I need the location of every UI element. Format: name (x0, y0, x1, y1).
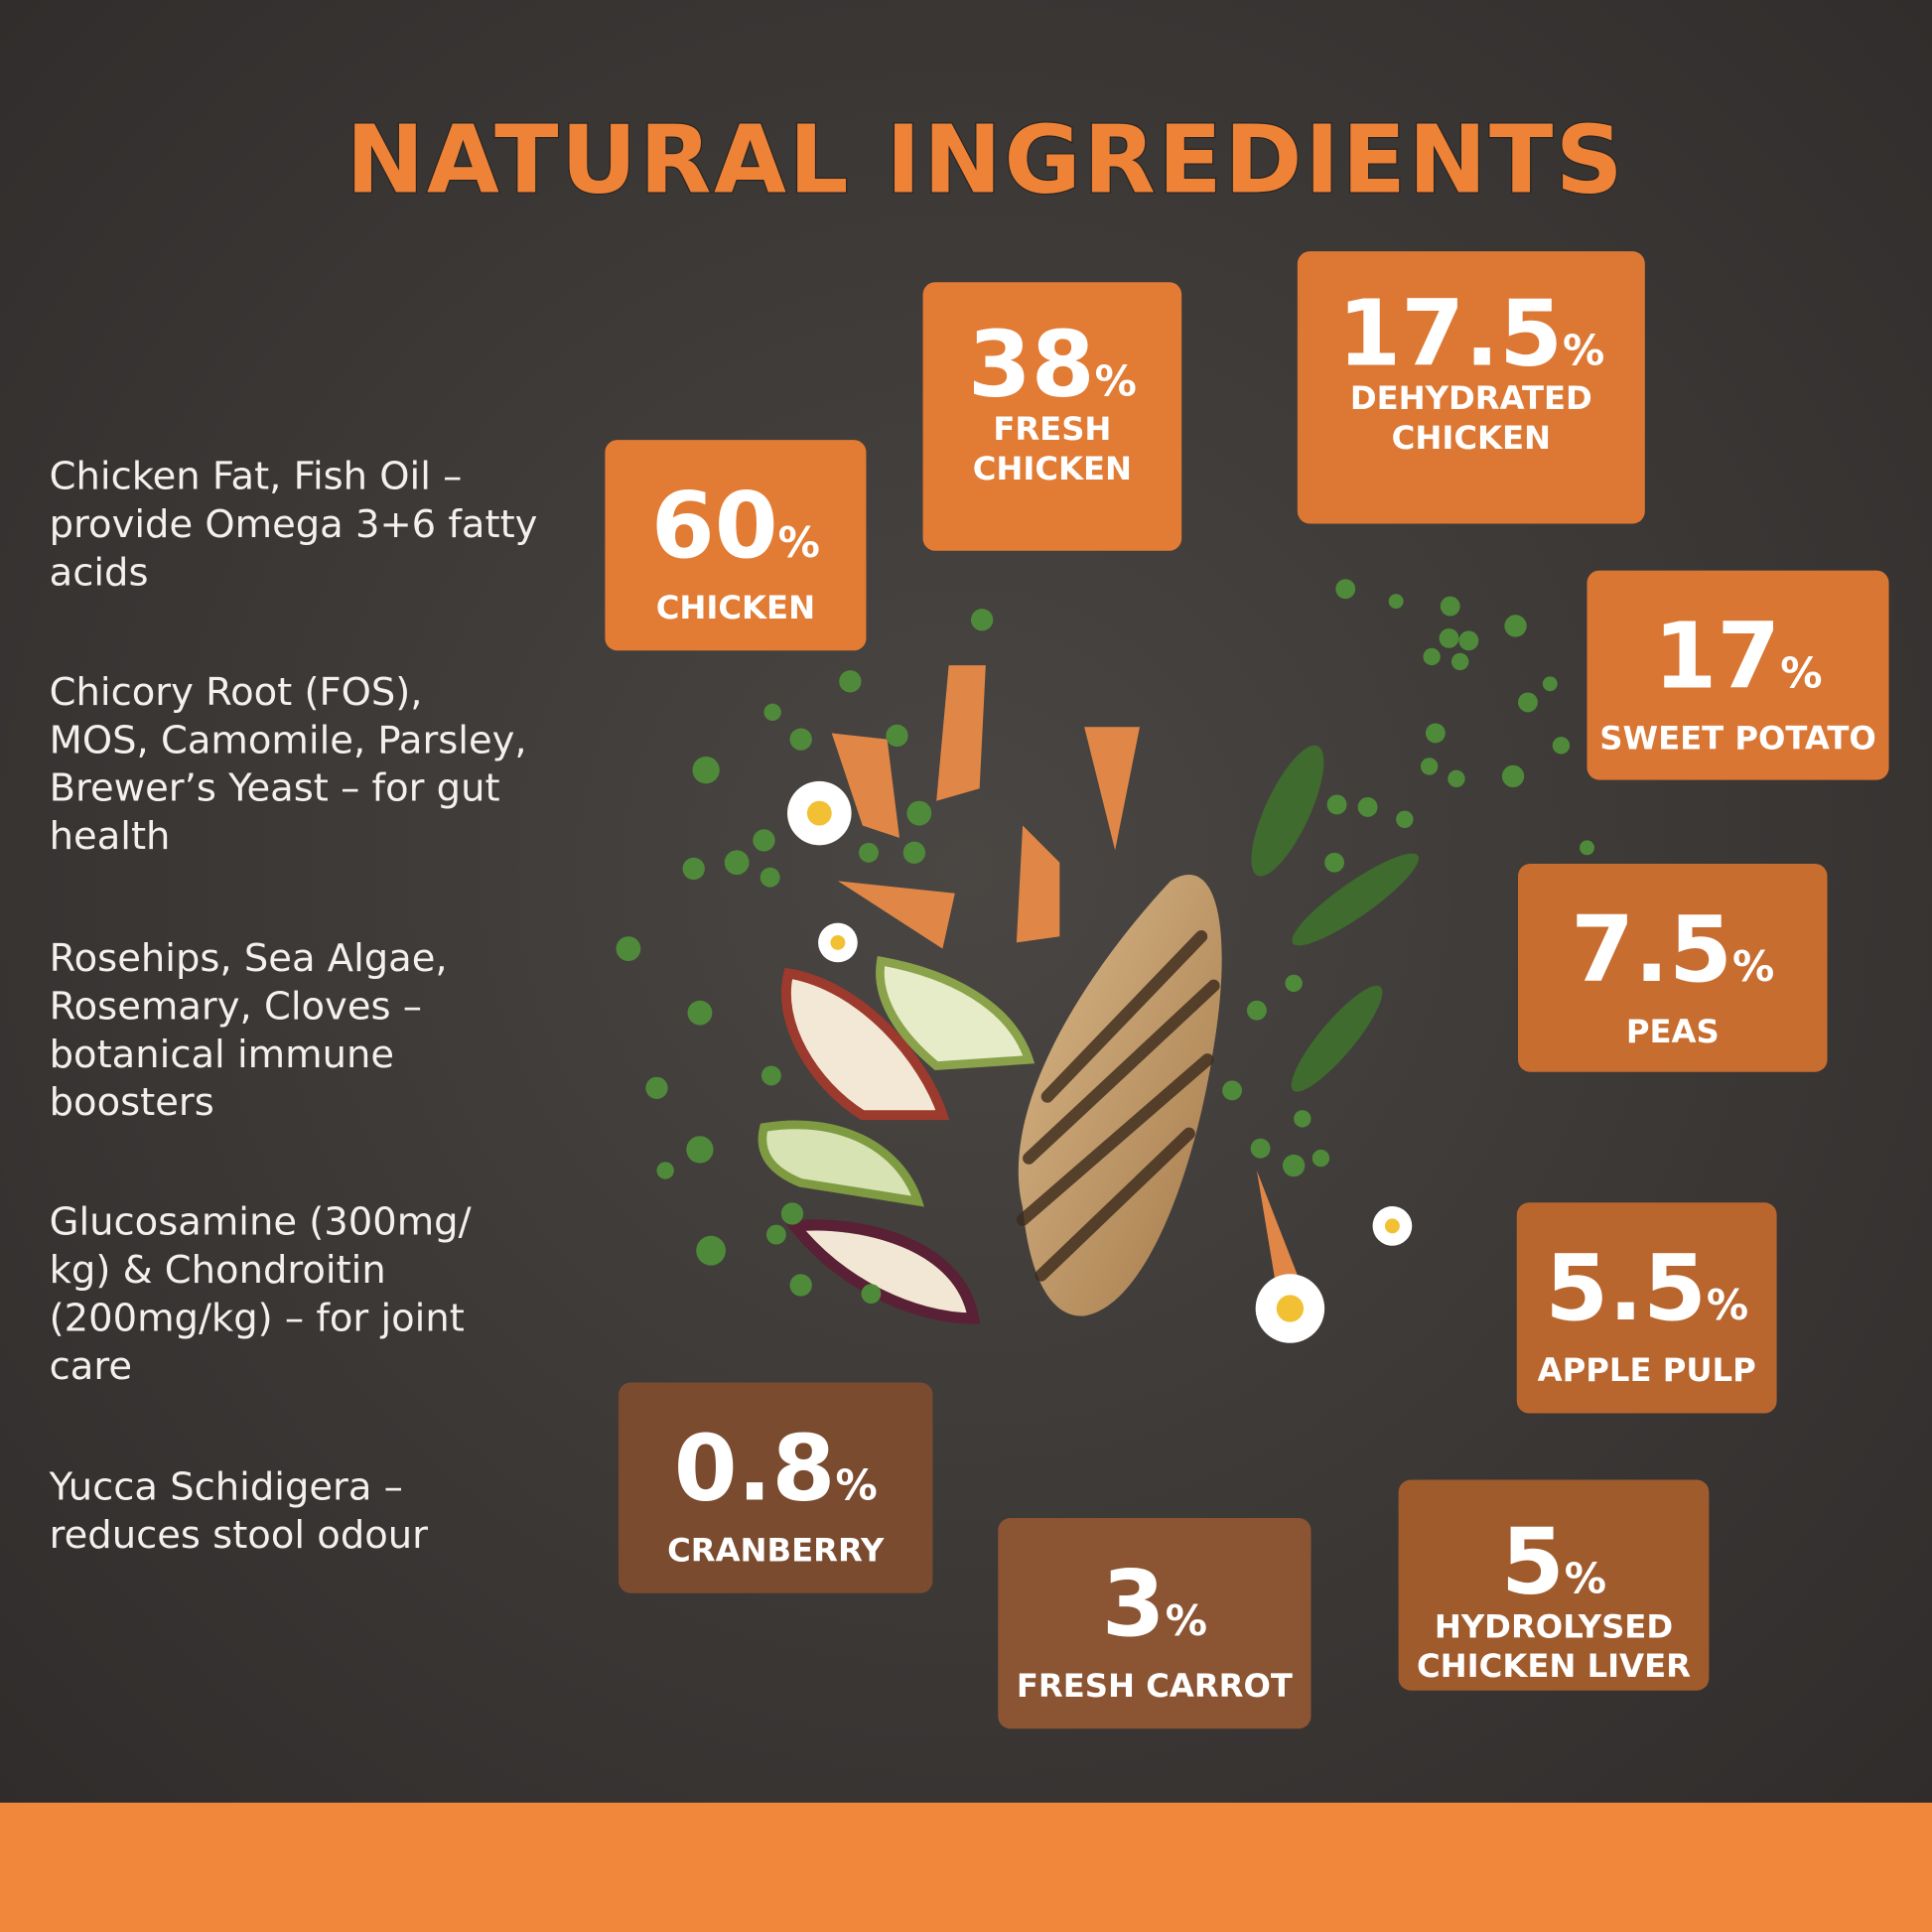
ingredient-amount: 7.5% (1571, 897, 1774, 1003)
card-background (1398, 1479, 1710, 1691)
ingredient-amount: 3% (1102, 1551, 1207, 1657)
ingredient-label: CRANBERRY (667, 1531, 885, 1569)
ingredient-label: APPLE PULP (1538, 1351, 1756, 1389)
side-note-line: care (50, 1344, 132, 1389)
amount-value: 17.5 (1337, 280, 1563, 386)
ingredient-amount: 0.8% (674, 1415, 878, 1521)
ingredient-card: 0.8% CRANBERRY (619, 1382, 933, 1593)
ingredient-card: 17% SWEET POTATO (1587, 570, 1889, 780)
side-note-line: Rosemary, Cloves – (50, 984, 422, 1029)
ingredient-amount: 60% (651, 473, 820, 579)
side-note-line: Glucosamine (300mg/ (50, 1200, 472, 1245)
card-background (922, 282, 1182, 551)
amount-value: 5 (1501, 1509, 1565, 1615)
amount-unit: % (835, 1460, 877, 1509)
amount-unit: % (1732, 942, 1774, 991)
amount-value: 5.5 (1545, 1235, 1707, 1341)
side-note-line: Rosehips, Sea Algae, (50, 936, 448, 981)
side-note-line: Chicory Root (FOS), (50, 670, 423, 715)
ingredient-label: DEHYDRATED (1350, 379, 1592, 417)
amount-unit: % (1166, 1596, 1207, 1645)
ingredient-label: CHICKEN (973, 450, 1132, 487)
ingredient-card: 5.5% APPLE PULP (1516, 1202, 1777, 1414)
side-note-line: Brewer’s Yeast – for gut (50, 766, 500, 811)
amount-unit: % (1780, 649, 1822, 698)
amount-unit: % (1565, 1555, 1606, 1603)
side-note-line: botanical immune (50, 1033, 394, 1077)
amount-value: 7.5 (1571, 897, 1732, 1003)
ingredient-amount: 5% (1501, 1509, 1606, 1615)
card-background (1297, 251, 1645, 524)
ingredient-label: CHICKEN LIVER (1417, 1647, 1691, 1685)
amount-unit: % (778, 518, 820, 567)
ingredient-amount: 17% (1653, 604, 1822, 710)
food-illustration (616, 579, 1594, 1343)
card-background (1518, 863, 1828, 1072)
card-background (619, 1382, 933, 1593)
amount-value: 0.8 (674, 1415, 836, 1521)
card-background (1516, 1202, 1777, 1414)
amount-value: 60 (651, 473, 778, 579)
side-note-line: MOS, Camomile, Parsley, (50, 718, 527, 762)
ingredient-amount: 5.5% (1545, 1235, 1748, 1341)
footer-band (0, 1802, 1932, 1932)
side-note-line: boosters (50, 1080, 214, 1125)
card-background (605, 440, 867, 651)
card-background (998, 1518, 1311, 1729)
ingredient-card: 7.5% PEAS (1518, 863, 1828, 1072)
side-note-line: health (50, 814, 171, 859)
amount-unit: % (1095, 356, 1137, 405)
side-note-line: (200mg/kg) – for joint (50, 1296, 465, 1340)
amount-value: 3 (1102, 1551, 1166, 1657)
ingredient-label: FRESH CARROT (1017, 1667, 1293, 1705)
card-background (1587, 570, 1889, 780)
amount-value: 38 (968, 311, 1095, 417)
side-note-line: acids (50, 551, 149, 596)
ingredient-card: 60% CHICKEN (605, 440, 867, 651)
title: NATURAL INGREDIENTS (346, 106, 1626, 215)
ingredient-label: CHICKEN (1392, 419, 1551, 457)
side-note-line: reduces stool odour (50, 1513, 429, 1558)
ingredient-label: HYDROLYSED (1435, 1607, 1673, 1645)
ingredient-label: SWEET POTATO (1599, 720, 1876, 758)
ingredient-label: PEAS (1626, 1013, 1720, 1050)
side-note-line: provide Omega 3+6 fatty (50, 502, 538, 547)
side-note-line: Chicken Fat, Fish Oil – (50, 455, 463, 499)
side-note-line: Yucca Schidigera – (49, 1464, 403, 1509)
ingredient-label: CHICKEN (656, 589, 815, 626)
amount-unit: % (1563, 326, 1604, 374)
side-note-line: kg) & Chondroitin (50, 1248, 386, 1293)
ingredient-card: 3% FRESH CARROT (998, 1518, 1311, 1729)
amount-value: 17 (1653, 604, 1780, 710)
ingredient-amount: 38% (968, 311, 1137, 417)
amount-unit: % (1707, 1281, 1748, 1329)
ingredient-label: FRESH (993, 410, 1111, 448)
ingredient-amount: 17.5% (1337, 280, 1604, 386)
